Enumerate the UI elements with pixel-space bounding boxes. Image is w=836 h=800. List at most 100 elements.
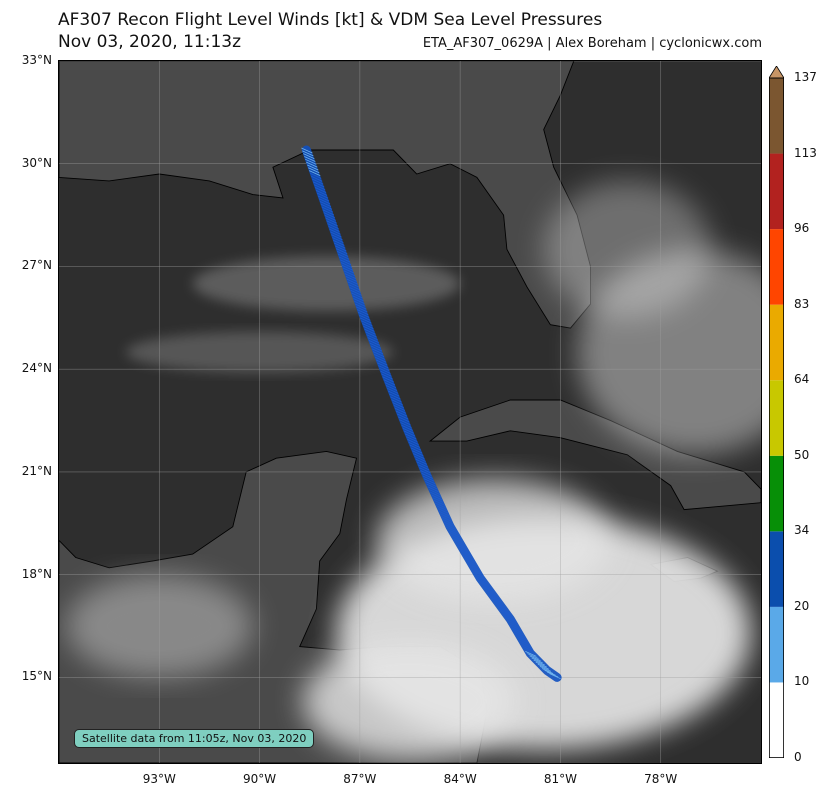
colorbar-segment <box>769 78 784 154</box>
wind-barb <box>533 659 545 666</box>
wind-barb <box>430 491 442 498</box>
wind-barb <box>414 456 426 462</box>
wind-barb <box>324 215 336 221</box>
wind-barb <box>353 298 365 304</box>
caribbean-cloud-band <box>376 478 611 603</box>
colorbar-segment <box>769 304 784 381</box>
wind-barb <box>470 568 482 574</box>
wind-barb <box>487 592 499 599</box>
wind-barb <box>494 602 506 609</box>
wind-barb <box>395 410 408 417</box>
wind-barb <box>304 156 316 162</box>
wind-barb <box>340 262 353 268</box>
wind-barb <box>449 532 461 538</box>
satellite-map[interactable] <box>58 60 762 764</box>
wind-barb <box>461 552 473 559</box>
credit-line: ETA_AF307_0629A | Alex Boreham | cycloni… <box>422 36 762 51</box>
wind-barb <box>452 537 464 543</box>
wind-barb <box>401 425 413 431</box>
wind-barb <box>380 370 392 377</box>
wind-barb <box>440 513 452 520</box>
wind-barb <box>492 599 505 606</box>
wind-barb <box>506 619 518 626</box>
colorbar-segment <box>769 380 784 456</box>
wind-barb <box>546 671 559 678</box>
wind-barb <box>537 663 550 670</box>
wind-barb <box>323 212 335 218</box>
lat-tick-label: 27°N <box>21 258 52 273</box>
wind-barb <box>527 653 539 659</box>
wind-barb <box>442 518 454 525</box>
wind-barb <box>360 317 372 324</box>
wind-barb <box>475 575 487 582</box>
wind-barb <box>394 407 407 414</box>
wind-barb <box>427 486 440 493</box>
wind-barb <box>370 345 383 352</box>
lon-tick-label: 93°W <box>142 772 176 786</box>
wind-barb <box>490 597 503 604</box>
wind-barb <box>512 629 525 636</box>
wind-barb <box>332 237 344 243</box>
wind-barb <box>456 544 469 551</box>
wind-barb <box>341 264 354 271</box>
wind-barb <box>318 198 331 205</box>
colorbar-segment <box>769 606 784 683</box>
wind-barb <box>431 494 443 501</box>
wind-barb <box>358 312 370 318</box>
chart-title: AF307 Recon Flight Level Winds [kt] & VD… <box>58 10 603 30</box>
wind-barb <box>364 328 376 335</box>
wind-barb <box>322 209 335 216</box>
wind-barb <box>424 478 436 485</box>
wind-barb <box>351 292 363 299</box>
wind-barb <box>425 481 437 487</box>
wind-barb <box>485 590 497 596</box>
wind-barb <box>453 539 466 546</box>
wind-barb <box>399 419 411 426</box>
wind-barb <box>410 447 423 454</box>
wind-barb <box>331 234 343 241</box>
wind-barb <box>499 609 512 616</box>
wind-barb <box>320 203 333 210</box>
wind-barb <box>390 396 402 403</box>
wind-barb <box>355 303 367 310</box>
wind-barb <box>498 607 510 613</box>
colorbar-frame <box>769 77 784 758</box>
lon-tick-label: 87°W <box>343 772 377 786</box>
colorbar-tick-label: 10 <box>794 674 810 689</box>
wind-barb <box>345 276 357 282</box>
wind-barb <box>419 467 431 474</box>
wind-barb <box>466 560 478 567</box>
wind-barb <box>363 326 375 332</box>
wind-barb <box>469 565 481 572</box>
lat-tick-label: 33°N <box>21 53 52 67</box>
wind-barb <box>317 195 330 202</box>
wind-barb <box>375 356 387 363</box>
wind-barb <box>347 281 359 288</box>
colorbar-segment <box>769 682 784 758</box>
wind-barb <box>337 251 349 257</box>
wind-barb <box>458 547 470 554</box>
wind-barb <box>482 585 494 592</box>
wind-barb <box>334 242 346 249</box>
wind-barb <box>422 475 435 482</box>
wind-barb <box>348 284 360 291</box>
satellite-timestamp-badge: Satellite data from 11:05z, Nov 03, 2020 <box>74 729 315 748</box>
wind-barb <box>517 637 529 644</box>
wind-barb <box>522 645 534 652</box>
colorbar-segment <box>769 153 784 230</box>
wind-barb <box>426 483 438 490</box>
colorbar-segment <box>769 531 784 607</box>
lat-tick-label: 24°N <box>21 361 52 376</box>
wind-barb <box>384 382 397 388</box>
wind-barb <box>369 342 382 349</box>
wind-barb <box>398 416 410 423</box>
wind-barb <box>463 555 475 561</box>
wind-barb <box>303 153 315 160</box>
wind-speed-colorbar <box>769 66 784 758</box>
wind-barb <box>472 570 484 577</box>
wind-barb <box>408 441 420 448</box>
wind-barb <box>376 359 388 366</box>
wind-barb <box>373 354 386 360</box>
wind-barb <box>496 604 508 611</box>
wind-barb <box>305 158 317 165</box>
